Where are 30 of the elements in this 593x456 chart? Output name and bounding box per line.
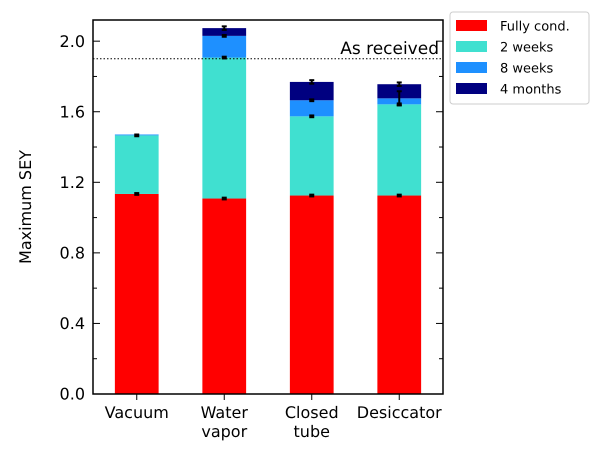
bar	[377, 98, 422, 104]
y-tick-label: 1.6	[60, 102, 85, 122]
y-axis-title: Maximum SEY	[16, 150, 35, 264]
legend-label: 4 months	[500, 82, 562, 98]
x-tick-label: Water vapor	[200, 403, 248, 441]
bar	[202, 58, 246, 199]
x-tick-label: Closed tube	[284, 403, 339, 441]
legend-label: 2 weeks	[500, 40, 554, 56]
bar	[114, 135, 159, 194]
ref-line-label: As received	[340, 38, 439, 59]
bar	[290, 196, 334, 394]
bar	[290, 116, 334, 196]
legend-label: Fully cond.	[500, 20, 570, 35]
x-tick-label: Vacuum	[104, 403, 169, 422]
y-tick-label: 0.4	[60, 314, 85, 334]
bar	[377, 84, 422, 98]
bar	[290, 82, 334, 100]
legend-label: 8 weeks	[500, 62, 554, 77]
y-tick-label: 1.2	[60, 172, 85, 192]
bar	[202, 28, 246, 36]
bar	[377, 196, 422, 394]
y-tick-label: 0.0	[60, 384, 85, 404]
y-tick-label: 2.0	[60, 32, 85, 51]
bar	[290, 100, 334, 116]
x-tick-label: Desiccator	[356, 403, 442, 422]
y-tick-label: 0.8	[60, 243, 85, 262]
bar	[114, 194, 159, 394]
bar	[377, 104, 422, 196]
bar	[202, 198, 246, 394]
bar	[202, 36, 246, 58]
